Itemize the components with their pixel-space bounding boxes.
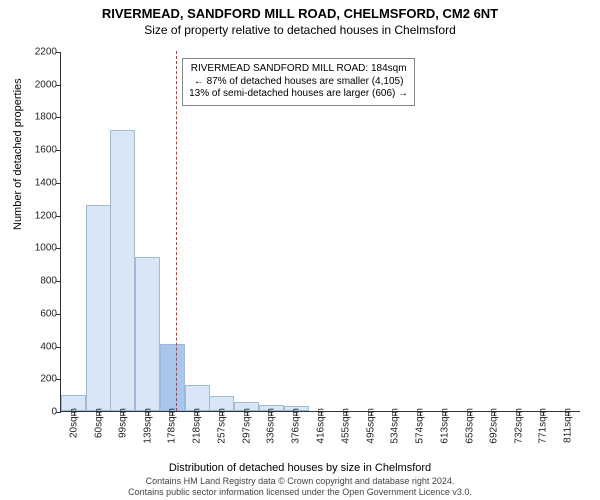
x-tick-label: 811sqm bbox=[563, 408, 574, 443]
x-axis-label: Distribution of detached houses by size … bbox=[0, 462, 600, 474]
y-tick-mark bbox=[56, 379, 61, 380]
chart-area: 0200400600800100012001400160018002000220… bbox=[60, 52, 580, 412]
x-tick-label: 692sqm bbox=[489, 408, 500, 444]
page-subtitle: Size of property relative to detached ho… bbox=[0, 23, 600, 37]
y-tick-mark bbox=[56, 281, 61, 282]
bar bbox=[110, 130, 135, 411]
footnote-line-1: Contains HM Land Registry data © Crown c… bbox=[0, 476, 600, 487]
x-tick-label: 178sqm bbox=[167, 408, 178, 444]
annotation-line: RIVERMEAD SANDFORD MILL ROAD: 184sqm bbox=[189, 63, 408, 76]
y-tick-mark bbox=[56, 150, 61, 151]
x-tick-label: 455sqm bbox=[340, 408, 351, 444]
x-tick-label: 771sqm bbox=[538, 408, 549, 444]
annotation-box: RIVERMEAD SANDFORD MILL ROAD: 184sqm← 87… bbox=[182, 58, 415, 106]
y-tick-label: 2200 bbox=[17, 47, 57, 58]
x-tick-label: 653sqm bbox=[464, 408, 475, 444]
y-tick-mark bbox=[56, 248, 61, 249]
x-tick-label: 20sqm bbox=[68, 408, 79, 438]
x-tick-label: 257sqm bbox=[216, 408, 227, 444]
y-tick-mark bbox=[56, 216, 61, 217]
y-tick-label: 400 bbox=[17, 341, 57, 352]
x-tick-label: 613sqm bbox=[439, 408, 450, 444]
y-tick-label: 1600 bbox=[17, 145, 57, 156]
x-tick-label: 732sqm bbox=[514, 408, 525, 444]
y-tick-mark bbox=[56, 85, 61, 86]
y-tick-mark bbox=[56, 183, 61, 184]
x-tick-label: 218sqm bbox=[192, 408, 203, 444]
bar bbox=[135, 257, 160, 411]
x-tick-label: 495sqm bbox=[365, 408, 376, 444]
y-tick-mark bbox=[56, 117, 61, 118]
x-tick-label: 60sqm bbox=[93, 408, 104, 438]
y-tick-mark bbox=[56, 52, 61, 53]
footnote-line-2: Contains public sector information licen… bbox=[0, 487, 600, 498]
y-tick-label: 600 bbox=[17, 308, 57, 319]
x-tick-label: 99sqm bbox=[117, 408, 128, 438]
y-tick-mark bbox=[56, 412, 61, 413]
annotation-line: 13% of semi-detached houses are larger (… bbox=[189, 88, 408, 101]
y-tick-label: 200 bbox=[17, 374, 57, 385]
footnote: Contains HM Land Registry data © Crown c… bbox=[0, 476, 600, 498]
x-tick-label: 534sqm bbox=[390, 408, 401, 444]
y-tick-label: 1800 bbox=[17, 112, 57, 123]
y-tick-label: 2000 bbox=[17, 79, 57, 90]
y-tick-label: 1000 bbox=[17, 243, 57, 254]
y-tick-mark bbox=[56, 347, 61, 348]
x-tick-label: 376sqm bbox=[291, 408, 302, 444]
y-tick-label: 1200 bbox=[17, 210, 57, 221]
x-tick-label: 139sqm bbox=[142, 408, 153, 444]
x-tick-label: 416sqm bbox=[316, 408, 327, 444]
x-tick-label: 574sqm bbox=[415, 408, 426, 444]
y-tick-label: 0 bbox=[17, 407, 57, 418]
reference-line bbox=[176, 51, 177, 411]
plot-region: 0200400600800100012001400160018002000220… bbox=[60, 52, 580, 412]
x-tick-label: 297sqm bbox=[241, 408, 252, 444]
bar bbox=[160, 344, 185, 411]
bar bbox=[86, 205, 111, 411]
x-tick-label: 336sqm bbox=[266, 408, 277, 444]
y-tick-mark bbox=[56, 314, 61, 315]
page-title: RIVERMEAD, SANDFORD MILL ROAD, CHELMSFOR… bbox=[0, 6, 600, 21]
annotation-line: ← 87% of detached houses are smaller (4,… bbox=[189, 76, 408, 89]
y-tick-label: 1400 bbox=[17, 177, 57, 188]
y-tick-label: 800 bbox=[17, 276, 57, 287]
